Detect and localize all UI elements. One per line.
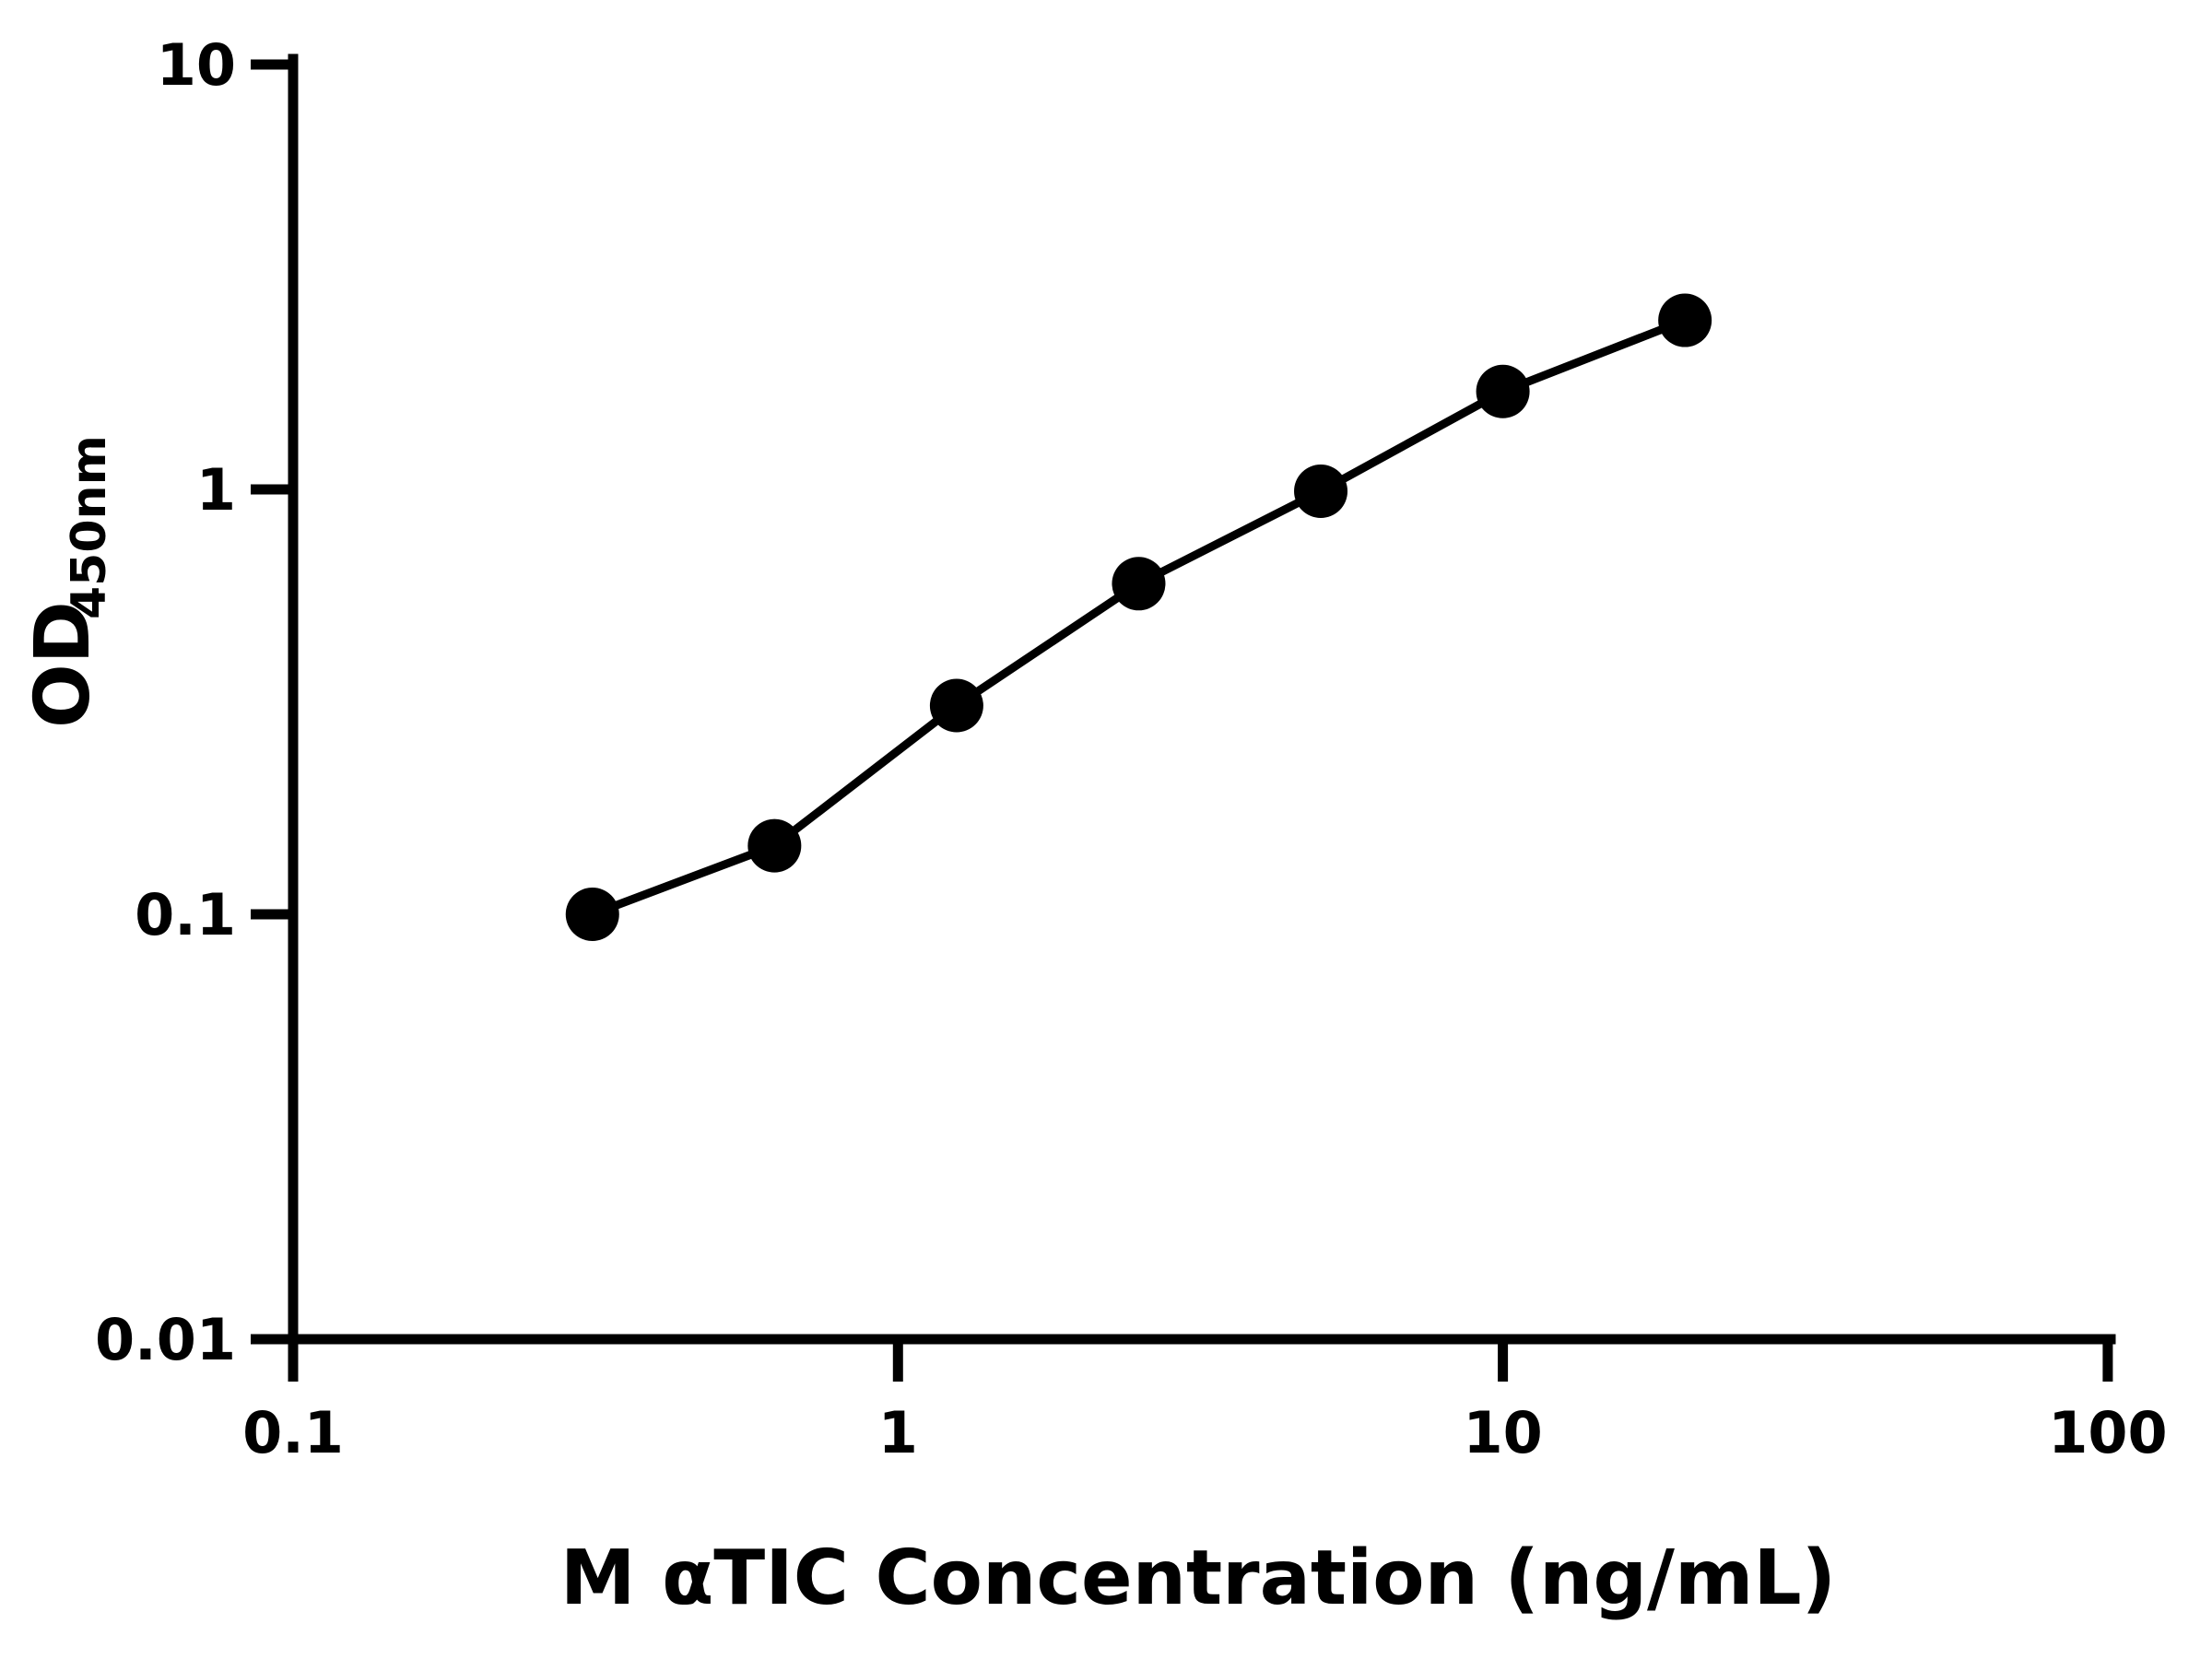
x-axis-ticks: 0.1 1 10 100 xyxy=(242,1339,2168,1466)
data-point-marker xyxy=(747,818,802,873)
y-axis-title-group: OD 450nm xyxy=(19,435,117,728)
y-axis-title-main: OD xyxy=(19,601,107,728)
y-tick-label: 10 xyxy=(157,31,236,99)
x-axis-title: M αTIC Concentration (ng/mL) xyxy=(560,1535,1836,1622)
x-tick-label: 100 xyxy=(2048,1399,2167,1466)
data-point-marker xyxy=(1294,465,1348,519)
axis-spines xyxy=(282,53,2116,1345)
x-tick-label: 1 xyxy=(878,1399,918,1466)
data-point-marker xyxy=(565,888,619,941)
y-tick-label: 1 xyxy=(196,456,236,524)
data-series-standard-curve xyxy=(565,293,1712,941)
data-point-marker xyxy=(1476,364,1530,418)
y-axis-title-subscript: 450nm xyxy=(62,435,117,619)
data-point-marker xyxy=(1112,557,1166,611)
y-tick-label: 0.1 xyxy=(135,881,236,948)
y-axis-ticks: 10 1 0.1 0.01 xyxy=(95,31,293,1373)
data-point-marker xyxy=(929,678,983,733)
x-tick-label: 10 xyxy=(1463,1399,1542,1466)
x-tick-label: 0.1 xyxy=(242,1399,344,1466)
data-markers xyxy=(565,293,1712,941)
data-point-marker xyxy=(1658,293,1712,347)
y-tick-label: 0.01 xyxy=(95,1306,236,1373)
